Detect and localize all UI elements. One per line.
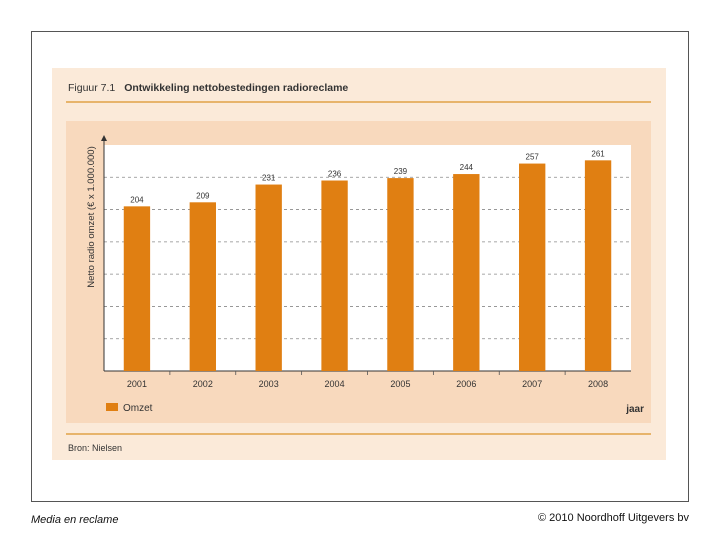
legend-label-omzet: Omzet [123, 403, 153, 414]
y-axis-arrow [101, 135, 107, 141]
data-labels: 204 209 231 236 239 244 257 261 [130, 149, 605, 204]
plot-area [104, 145, 631, 371]
y-axis-label: Netto radio omzet (€ x 1.000.000) [86, 146, 97, 288]
bar-2008 [584, 160, 612, 371]
footer-copyright: © 2010 Noordhoff Uitgevers bv [538, 512, 689, 524]
title-divider [66, 101, 651, 103]
x-tick-2001: 2001 [127, 379, 147, 389]
bar-2007 [519, 163, 546, 371]
bar-2002 [189, 202, 216, 371]
bar-2003 [255, 184, 282, 371]
legend: Omzet [106, 403, 153, 414]
x-tick-2008: 2008 [588, 379, 608, 389]
data-label-2004: 236 [328, 170, 342, 179]
data-label-2008: 261 [591, 149, 605, 158]
figure-title: Figuur 7.1 Ontwikkeling nettobestedingen… [68, 82, 348, 94]
source-divider [66, 433, 651, 435]
data-label-2005: 239 [394, 167, 408, 176]
bar-2001 [123, 206, 151, 371]
data-label-2003: 231 [262, 174, 276, 183]
figure-title-text: Ontwikkeling nettobestedingen radiorecla… [124, 82, 349, 94]
x-tick-2005: 2005 [390, 379, 410, 389]
plot-background [104, 145, 631, 371]
x-tick-2002: 2002 [193, 379, 213, 389]
figure-source: Bron: Nielsen [68, 443, 123, 453]
footer-course-title: Media en reclame [31, 514, 119, 526]
x-axis-label: jaar [625, 404, 644, 415]
data-label-2001: 204 [130, 195, 144, 204]
bars [123, 160, 612, 371]
x-tick-2007: 2007 [522, 379, 542, 389]
figure-number: Figuur 7.1 [68, 82, 116, 94]
data-label-2007: 257 [526, 153, 540, 162]
x-tick-2003: 2003 [259, 379, 279, 389]
x-tick-2004: 2004 [325, 379, 345, 389]
bar-2005 [387, 178, 414, 371]
data-label-2002: 209 [196, 191, 210, 200]
x-tick-2006: 2006 [456, 379, 476, 389]
legend-swatch-omzet [106, 403, 118, 411]
x-tick-labels: 2001 2002 2003 2004 2005 2006 2007 2008 [127, 371, 608, 389]
data-label-2006: 244 [460, 163, 474, 172]
bar-2004 [321, 180, 348, 371]
bar-2006 [453, 174, 480, 371]
